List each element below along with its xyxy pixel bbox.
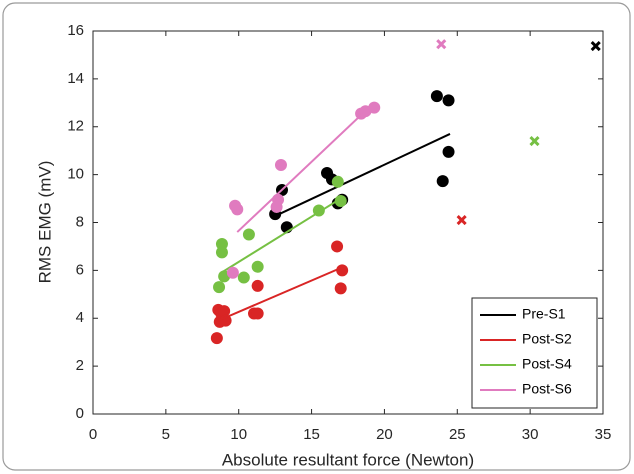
x-axis-title: Absolute resultant force (Newton) [222, 450, 474, 469]
legend-label: Post-S6 [522, 381, 572, 397]
legend-label: Pre-S1 [522, 306, 566, 322]
point [368, 101, 381, 114]
y-tick-label: 10 [67, 166, 84, 183]
outlier [436, 39, 447, 50]
legend-label: Post-S2 [522, 331, 572, 347]
y-tick-label: 8 [76, 213, 84, 230]
x-tick-label: 35 [595, 426, 612, 443]
point [430, 90, 443, 103]
x-tick-label: 30 [522, 426, 539, 443]
point [331, 175, 344, 188]
point [215, 246, 228, 259]
point [218, 305, 231, 318]
point [442, 94, 455, 107]
point [242, 228, 255, 241]
point [226, 266, 239, 279]
outlier [456, 215, 467, 226]
y-tick-label: 16 [67, 22, 84, 39]
y-axis-title: RMS EMG (mV) [35, 161, 54, 284]
point [334, 194, 347, 207]
fit-line [217, 267, 342, 322]
fit-line [220, 197, 342, 274]
outlier [590, 41, 601, 52]
point [436, 175, 449, 188]
x-tick-label: 20 [376, 426, 393, 443]
point [251, 279, 264, 292]
point [231, 203, 244, 216]
point [331, 240, 344, 253]
point [442, 145, 455, 158]
x-tick-label: 0 [89, 426, 97, 443]
y-tick-label: 14 [67, 70, 84, 87]
x-tick-label: 5 [162, 426, 170, 443]
legend-label: Post-S4 [522, 356, 572, 372]
y-tick-label: 4 [76, 309, 84, 326]
point [213, 281, 226, 294]
x-tick-label: 10 [230, 426, 247, 443]
point [215, 238, 228, 251]
point [274, 159, 287, 172]
point [219, 314, 232, 327]
point [270, 200, 283, 213]
point [210, 332, 223, 345]
fit-line [276, 133, 451, 217]
y-tick-label: 6 [76, 261, 84, 278]
x-tick-label: 15 [303, 426, 320, 443]
point [237, 271, 250, 284]
fit-line [236, 112, 364, 233]
y-tick-label: 0 [76, 405, 84, 422]
point [251, 307, 264, 320]
y-tick-label: 2 [76, 357, 84, 374]
point [336, 264, 349, 277]
point [251, 260, 264, 273]
y-tick-label: 12 [67, 118, 84, 135]
outlier [529, 136, 540, 147]
x-tick-label: 25 [449, 426, 466, 443]
point [334, 282, 347, 295]
